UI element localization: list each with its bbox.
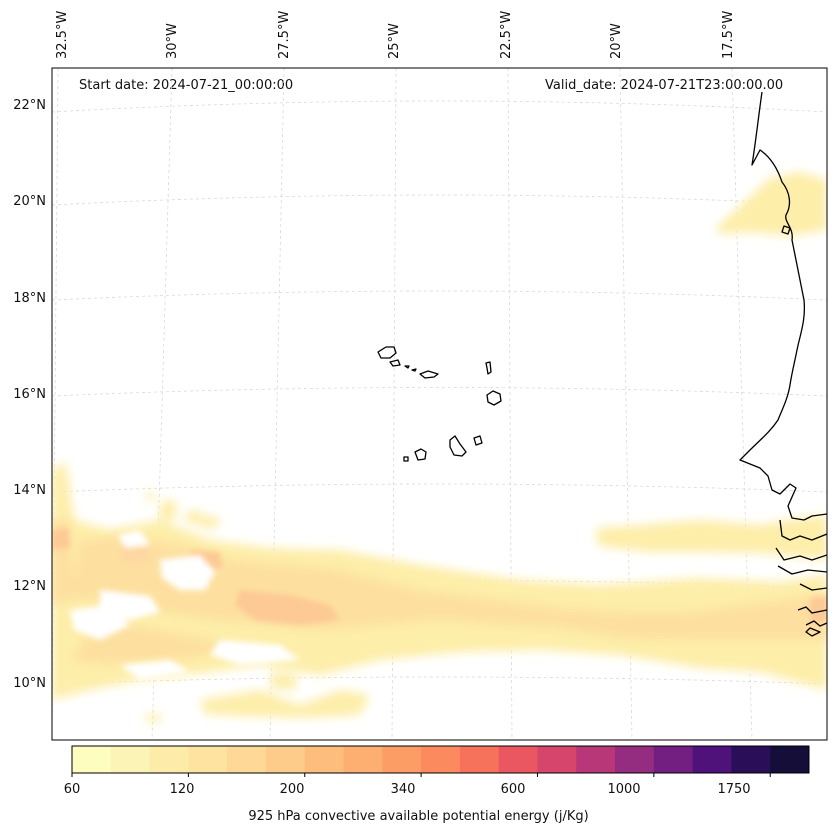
lat-label-16n: 16°N bbox=[13, 387, 46, 402]
colorbar-cell bbox=[653, 746, 694, 773]
colorbar-cell bbox=[421, 746, 461, 773]
coastline bbox=[739, 91, 827, 637]
start-date-label: Start date: 2024-07-21_00:00:00 bbox=[79, 78, 294, 93]
colorbar bbox=[71, 745, 810, 777]
colorbar-cell bbox=[382, 746, 422, 773]
colorbar-tick-label: 60 bbox=[63, 782, 81, 797]
colorbar-tick-label: 120 bbox=[169, 782, 195, 797]
lat-label-22n: 22°N bbox=[13, 98, 46, 113]
colorbar-tick-label: 1750 bbox=[717, 782, 751, 797]
colorbar-cell bbox=[110, 746, 151, 773]
colorbar-cell bbox=[731, 746, 771, 773]
lat-label-12n: 12°N bbox=[13, 579, 46, 594]
cape-verde-islands bbox=[377, 346, 502, 462]
colorbar-cell bbox=[459, 746, 500, 773]
lat-label-10n: 10°N bbox=[13, 676, 46, 691]
colorbar-cell bbox=[498, 746, 538, 773]
colorbar-tick-label: 340 bbox=[390, 782, 416, 797]
colorbar-cell bbox=[692, 746, 732, 773]
lat-label-18n: 18°N bbox=[13, 291, 46, 306]
lat-label-14n: 14°N bbox=[13, 483, 46, 498]
colorbar-cell bbox=[576, 746, 616, 773]
colorbar-tick-label: 600 bbox=[500, 782, 526, 797]
colorbar-cell bbox=[72, 746, 112, 773]
colorbar-cell bbox=[227, 746, 267, 773]
colorbar-cell bbox=[343, 746, 383, 773]
lat-label-20n: 20°N bbox=[13, 194, 46, 209]
colorbar-tick-label: 1000 bbox=[607, 782, 641, 797]
colorbar-cell bbox=[770, 746, 810, 773]
map-frame bbox=[51, 67, 828, 741]
colorbar-cell bbox=[265, 746, 306, 773]
colorbar-cell bbox=[537, 746, 577, 773]
colorbar-tick-label: 200 bbox=[279, 782, 305, 797]
cape-field bbox=[52, 172, 827, 722]
colorbar-cell bbox=[188, 746, 228, 773]
colorbar-title: 925 hPa convective available potential e… bbox=[248, 809, 589, 824]
colorbar-cell bbox=[615, 746, 655, 773]
valid-date-label: Valid_date: 2024-07-21T23:00:00.00 bbox=[545, 78, 784, 93]
colorbar-cell bbox=[149, 746, 189, 773]
colorbar-cell bbox=[304, 746, 345, 773]
